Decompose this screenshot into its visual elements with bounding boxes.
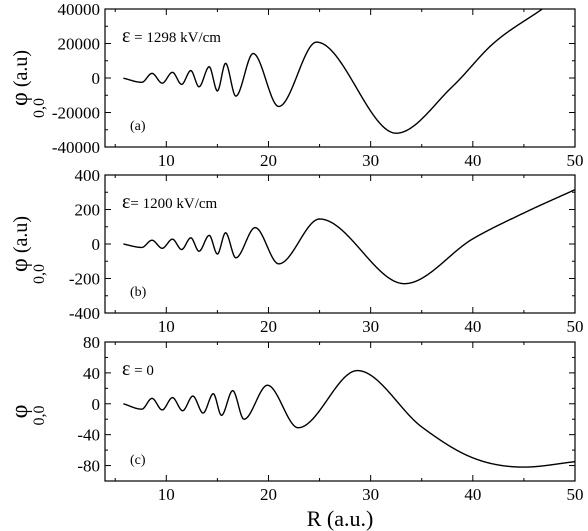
- field-symbol: ε: [122, 191, 130, 213]
- x-tick-label: 40: [464, 317, 481, 336]
- x-tick-label: 50: [567, 151, 584, 170]
- y-tick-label: 200: [75, 201, 101, 220]
- y-axis-label-units: (a.u): [10, 50, 32, 92]
- field-value: = 0: [130, 363, 153, 379]
- y-tick-label: -200: [69, 270, 100, 289]
- x-tick-label: 50: [567, 317, 584, 336]
- y-tick-label: 400: [75, 166, 101, 185]
- panel-label: (a): [130, 119, 146, 134]
- y-axis-label: φ (a.u): [7, 50, 33, 106]
- x-tick-label: 50: [567, 485, 584, 504]
- field-value: = 1200 kV/cm: [130, 196, 217, 212]
- x-tick-label: 30: [362, 317, 379, 336]
- series-line: [123, 369, 575, 468]
- field-value: = 1298 kV/cm: [130, 30, 221, 46]
- y-axis-label-units: (a.u): [10, 216, 32, 258]
- y-tick-label: 40000: [58, 0, 101, 19]
- y-axis-label-symbol: φ: [7, 405, 33, 419]
- y-tick-label: -40000: [52, 138, 100, 157]
- y-tick-label: 40: [83, 364, 100, 383]
- x-tick-label: 10: [158, 485, 175, 504]
- field-symbol: ε: [122, 25, 130, 47]
- y-axis-label-symbol: φ: [7, 258, 33, 272]
- y-tick-label: -20000: [52, 104, 100, 123]
- field-annotation: ε = 1298 kV/cm: [122, 25, 221, 47]
- x-tick-label: 20: [260, 485, 277, 504]
- x-tick-label: 40: [464, 485, 481, 504]
- y-axis-label: φ (a.u): [7, 216, 33, 272]
- y-tick-label: 20000: [58, 35, 101, 54]
- x-tick-label: 20: [260, 317, 277, 336]
- x-tick-label: 20: [260, 151, 277, 170]
- x-axis-label: R (a.u.): [307, 506, 374, 531]
- plot-frame: [104, 341, 576, 482]
- series-line: [123, 189, 575, 285]
- y-tick-label: -80: [77, 457, 100, 476]
- y-axis-label-subscript: 0,0: [31, 98, 48, 118]
- y-tick-label: 0: [92, 395, 101, 414]
- y-axis-label-subscript: 0,0: [31, 406, 48, 426]
- y-tick-label: 80: [83, 333, 100, 352]
- x-tick-label: 10: [158, 151, 175, 170]
- panel-a: 10 20 30 40 50 -40000 -20000 0 20000 40000 φ (a.u)…: [7, 0, 584, 170]
- y-axis-label-subscript: 0,0: [31, 264, 48, 284]
- panel-label: (b): [130, 285, 147, 300]
- series-line: [123, 9, 543, 134]
- y-tick-label: 0: [92, 69, 101, 88]
- x-tick-label: 30: [362, 485, 379, 504]
- panel-c: 10 20 30 40 50 -80 -40 0 40 80 φ0,0 ε = 0 (c) R (a.u.…: [7, 333, 584, 531]
- y-tick-label: -40: [77, 426, 100, 445]
- x-tick-label: 30: [362, 151, 379, 170]
- y-tick-label: -400: [69, 304, 100, 323]
- field-annotation: ε= 1200 kV/cm: [122, 191, 218, 213]
- y-axis-label-symbol: φ: [7, 92, 33, 106]
- panel-label: (c): [130, 453, 146, 468]
- field-annotation: ε = 0: [122, 358, 154, 380]
- x-tick-label: 10: [158, 317, 175, 336]
- x-tick-label: 40: [464, 151, 481, 170]
- field-symbol: ε: [122, 358, 130, 380]
- y-tick-label: 0: [92, 235, 101, 254]
- y-axis-label: φ: [7, 405, 33, 419]
